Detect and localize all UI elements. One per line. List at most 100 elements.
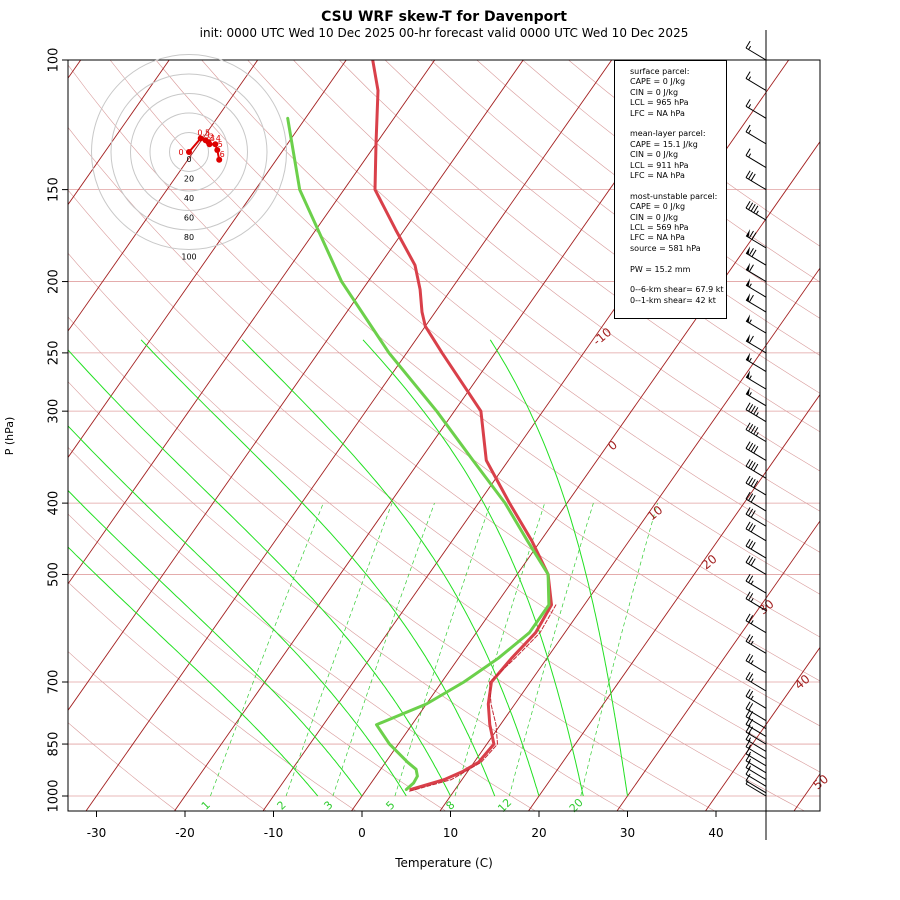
wind-barb-shaft	[745, 105, 767, 119]
wind-barb-feather	[745, 724, 751, 733]
wind-barb-feather	[745, 170, 751, 178]
wind-barb-flag	[746, 278, 751, 287]
wind-barb-half-feather	[750, 640, 754, 645]
wind-barb-feather	[745, 99, 751, 107]
wind-barb-feather	[750, 494, 756, 503]
wind-barb-feather	[748, 442, 754, 451]
wind-barb-half-feather	[748, 153, 752, 158]
wind-barb	[745, 767, 767, 787]
wind-barb-half-feather	[750, 660, 754, 665]
wind-barb-feather	[748, 172, 754, 180]
wind-barb-feather	[753, 463, 759, 472]
wind-barb-feather	[745, 71, 751, 79]
isotherm-line	[616, 520, 820, 811]
hodograph-point	[214, 147, 221, 154]
hodograph-ring	[130, 93, 248, 211]
wind-barb-feather	[745, 773, 751, 782]
wind-barb-shaft	[745, 562, 767, 575]
background-grid	[68, 60, 820, 811]
wind-barb-half-feather	[755, 432, 759, 437]
y-tick-label: 150	[47, 177, 62, 202]
wind-barb-shaft	[745, 498, 767, 512]
wind-barb-feather	[750, 444, 756, 452]
x-tick-label: 40	[708, 826, 723, 840]
wind-barb	[745, 459, 767, 479]
wind-barb	[745, 689, 767, 709]
wind-barb-feather	[745, 653, 751, 661]
wind-barb-shaft	[745, 528, 767, 542]
wind-barb-feather	[748, 477, 754, 485]
isotherm-label: 50	[810, 772, 831, 793]
wind-barb-feather	[745, 689, 751, 697]
most-unstable-lcl: LCL = 569 hPa	[630, 223, 689, 233]
wind-barb-feather	[745, 613, 751, 621]
dry-adiabat-line	[68, 722, 178, 811]
wind-barb-shaft	[745, 252, 767, 266]
wind-barb	[745, 99, 767, 119]
x-axis-label: Temperature (C)	[394, 856, 493, 870]
isotherm-line	[68, 60, 259, 332]
wind-barb-feather	[750, 478, 756, 487]
x-tick-label: -10	[264, 826, 284, 840]
wind-barb-feather	[748, 493, 754, 501]
wind-barb-feather	[748, 711, 754, 719]
dry-adiabat-line	[68, 381, 626, 811]
dewpoint-trace	[286, 116, 551, 791]
wind-barb-feather	[753, 480, 759, 488]
wind-barb-shaft	[745, 678, 767, 692]
wind-barb-flag	[746, 229, 751, 238]
dry-adiabat-line	[68, 126, 820, 727]
moist-adiabat-line	[68, 349, 451, 797]
wind-barb-feather	[748, 424, 754, 432]
x-tick-label: -30	[87, 826, 107, 840]
wind-barb-shaft	[745, 640, 767, 654]
hodograph-ring	[149, 112, 229, 192]
isotherm-line	[439, 267, 820, 811]
dry-adiabat-line	[155, 60, 820, 595]
wind-barb-flag	[746, 262, 751, 272]
wind-barb-feather	[750, 173, 756, 181]
dry-adiabat-line	[68, 316, 716, 811]
wind-barb-half-feather	[750, 598, 754, 603]
wind-barb-feather	[745, 709, 751, 717]
wind-barb-feather	[745, 40, 751, 49]
wind-barb	[745, 262, 767, 282]
wind-barbs	[745, 30, 767, 840]
isotherm-line	[793, 773, 820, 811]
wind-barb	[745, 200, 767, 221]
isotherm-line	[68, 60, 347, 459]
mixing-ratio-label: 1	[199, 798, 213, 812]
moist-adiabat-line	[489, 339, 628, 797]
wind-barb-feather	[745, 475, 751, 484]
wind-barb	[745, 521, 767, 542]
wind-barb-shaft	[745, 773, 767, 787]
y-tick-label: 200	[47, 269, 62, 294]
mixing-ratio-label: 8	[443, 798, 457, 812]
wind-barb-feather	[753, 407, 759, 415]
wind-barb-feather	[745, 459, 751, 467]
wind-barb	[745, 148, 767, 168]
wind-barb-feather	[745, 767, 751, 775]
wind-barb-flag	[746, 352, 751, 362]
shear-0-1km: 0--1-km shear= 42 kt	[630, 295, 716, 305]
surface-lcl: LCL = 965 hPa	[630, 98, 689, 108]
mixing-ratio-label: 3	[321, 798, 335, 812]
wind-barb-feather	[753, 205, 759, 213]
wind-barb	[745, 246, 767, 266]
wind-barb-half-feather	[748, 375, 752, 380]
wind-barb-feather	[748, 635, 754, 644]
y-axis-label: P (hPa)	[3, 417, 16, 456]
wind-barb-shaft	[745, 783, 767, 797]
most-unstable-lfc: LFC = NA hPa	[630, 233, 685, 243]
wind-barb-feather	[745, 671, 751, 680]
mixing-ratio-label: 20	[567, 796, 586, 815]
wind-barb-feather	[748, 593, 754, 601]
wind-barb	[745, 229, 767, 249]
hodograph-point-label: 3	[210, 134, 215, 143]
isotherm-label: 0	[605, 438, 620, 454]
parcel-info-box: surface parcel: CAPE = 0 J/kg CIN = 0 J/…	[614, 60, 727, 319]
isotherm-line	[68, 60, 524, 712]
wind-barb-feather	[748, 556, 754, 565]
dry-adiabat-line	[68, 581, 357, 811]
